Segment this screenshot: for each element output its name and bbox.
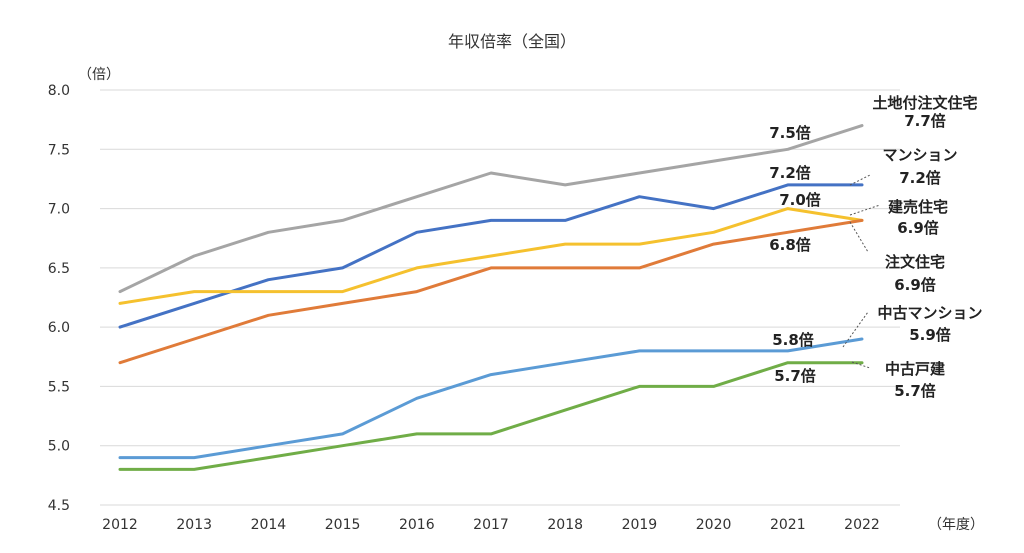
y-tick-label: 8.0 xyxy=(48,83,70,99)
x-tick-label: 2016 xyxy=(399,517,435,533)
series-end-value-label: 7.2倍 xyxy=(899,169,941,187)
y-tick-label: 7.0 xyxy=(48,202,70,218)
x-axis-label: （年度） xyxy=(928,517,984,533)
y-tick-label: 4.5 xyxy=(48,498,70,514)
series-line xyxy=(118,361,864,471)
data-label-2021: 5.8倍 xyxy=(772,331,814,349)
x-tick-label: 2019 xyxy=(622,517,658,533)
series-line xyxy=(118,207,864,305)
x-tick-label: 2013 xyxy=(176,517,212,533)
data-label-2021: 7.5倍 xyxy=(769,124,811,142)
chart-title: 年収倍率（全国） xyxy=(448,32,576,51)
data-labels: 7.5倍 7.2倍 7.0倍 6.8倍 5.8倍 5.7倍 xyxy=(769,124,821,385)
y-tick-label: 6.5 xyxy=(48,261,70,277)
series-name-label: 土地付注文住宅 xyxy=(872,94,977,112)
series-end-value-label: 6.9倍 xyxy=(897,219,939,237)
series-line xyxy=(118,183,864,329)
series-name-label: 建売住宅 xyxy=(888,198,948,216)
series-end-value-label: 5.7倍 xyxy=(894,382,936,400)
series-end-value-label: 7.7倍 xyxy=(904,112,946,130)
x-tick-label: 2022 xyxy=(844,517,880,533)
series-lines xyxy=(118,124,864,471)
y-axis-label: （倍） xyxy=(78,67,120,83)
leader-line xyxy=(849,204,881,216)
x-tick-label: 2020 xyxy=(696,517,732,533)
x-tick-label: 2015 xyxy=(325,517,361,533)
x-tick-labels: 2012 2013 2014 2015 2016 2017 2018 2019 2020 2021… xyxy=(102,517,880,533)
x-tick-label: 2021 xyxy=(770,517,806,533)
y-tick-label: 5.0 xyxy=(48,439,70,455)
x-tick-label: 2018 xyxy=(547,517,583,533)
leader-line xyxy=(849,221,869,253)
series-line xyxy=(118,218,864,365)
leader-lines xyxy=(842,174,881,369)
series-labels: 土地付注文住宅7.7倍マンション7.2倍建売住宅6.9倍注文住宅6.9倍中古マン… xyxy=(872,94,982,400)
leader-line xyxy=(842,311,869,348)
series-name-label: 中古戸建 xyxy=(885,360,946,378)
series-name-label: マンション xyxy=(882,146,957,164)
series-end-value-label: 5.9倍 xyxy=(909,326,951,344)
y-tick-label: 7.5 xyxy=(48,142,70,158)
series-line xyxy=(118,124,864,294)
y-tick-labels: 4.5 5.0 5.5 6.0 6.5 7.0 7.5 8.0 xyxy=(48,83,70,514)
data-label-2021: 6.8倍 xyxy=(769,236,811,254)
data-label-2021: 5.7倍 xyxy=(774,367,816,385)
series-line xyxy=(118,337,864,460)
data-label-2021: 7.2倍 xyxy=(769,164,811,182)
data-label-2021: 7.0倍 xyxy=(779,191,821,209)
y-tick-label: 6.0 xyxy=(48,320,70,336)
series-name-label: 中古マンション xyxy=(877,304,982,322)
series-end-value-label: 6.9倍 xyxy=(894,276,936,294)
x-tick-label: 2012 xyxy=(102,517,138,533)
series-name-label: 注文住宅 xyxy=(885,253,945,271)
y-tick-label: 5.5 xyxy=(48,379,70,395)
x-tick-label: 2017 xyxy=(473,517,509,533)
x-tick-label: 2014 xyxy=(251,517,287,533)
grid-lines xyxy=(100,89,900,506)
leader-line xyxy=(851,361,871,369)
